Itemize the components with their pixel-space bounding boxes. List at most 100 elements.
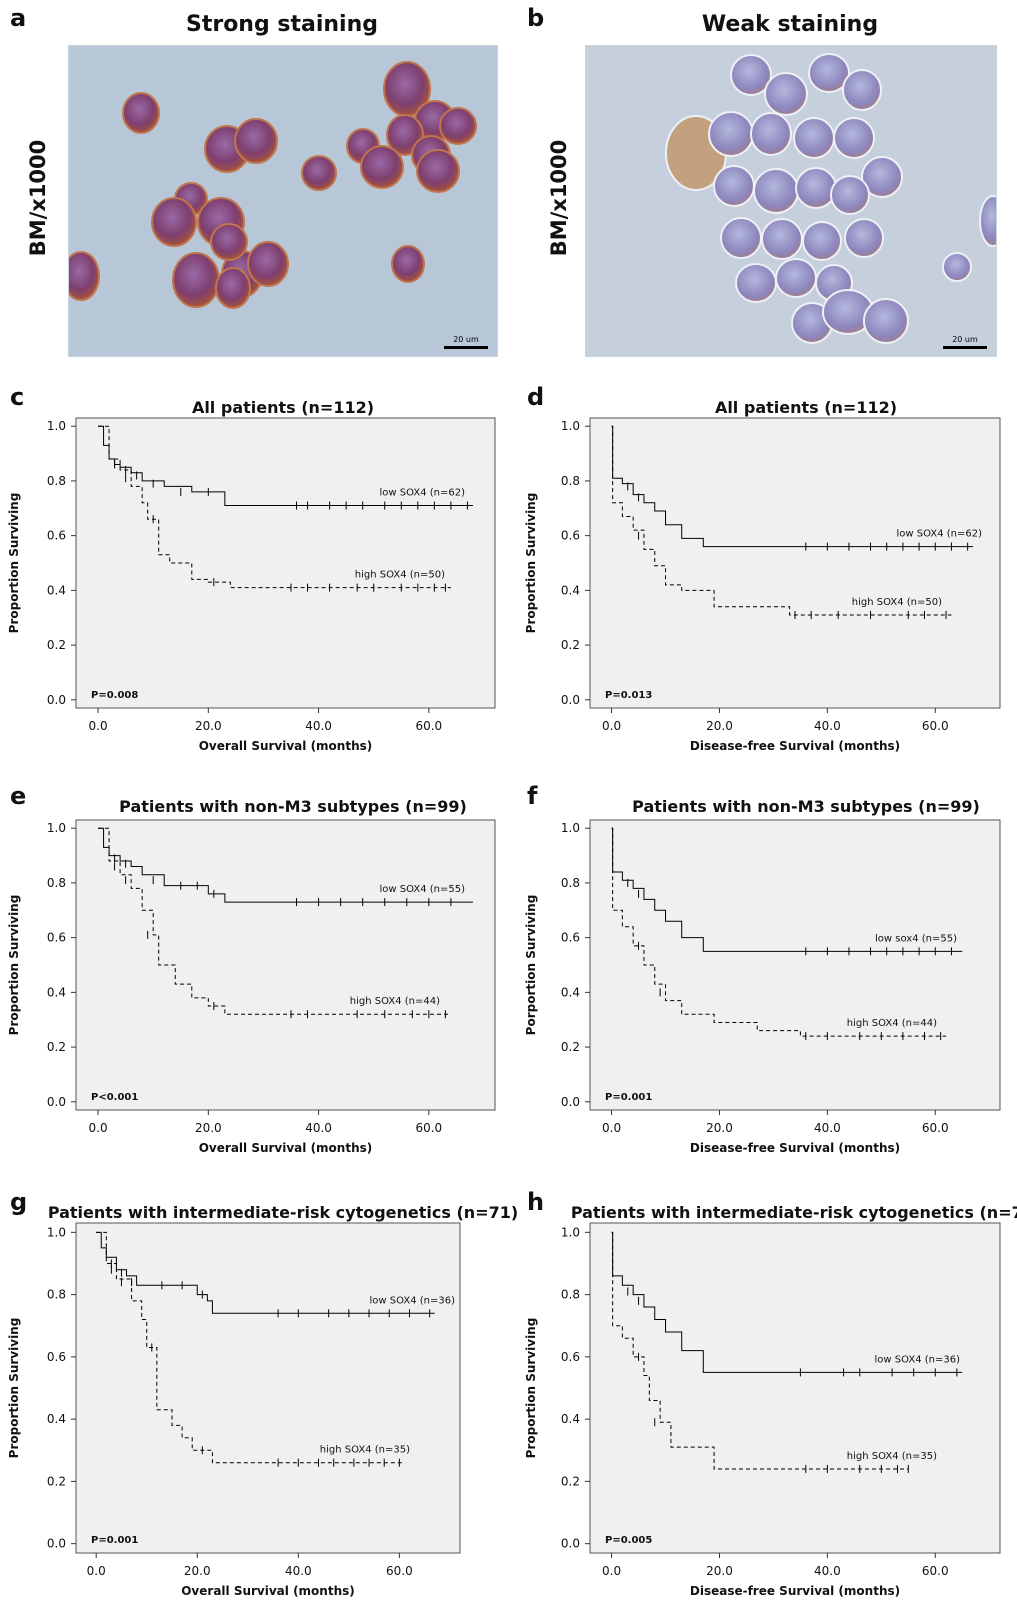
y-tick-label: 0.2 [561,1474,580,1488]
high-sox4-label: high SOX4 (n=50) [852,597,942,608]
y-axis-label: Proportion Surviving [7,1318,21,1459]
y-tick-label: 0.6 [561,931,580,945]
x-tick-label: 0.0 [87,1564,106,1578]
micrograph-image-a: 20 um [68,45,498,357]
x-axis-label: Overall Survival (months) [199,739,373,753]
panel-letter: g [10,1188,27,1216]
plot-area [589,1222,1001,1554]
micrograph-image-b: 20 um [585,45,997,357]
y-tick-label: 1.0 [561,419,580,433]
x-axis-label: Overall Survival (months) [199,1141,373,1155]
x-tick-label: 60.0 [922,1564,949,1578]
high-sox4-curve [98,827,451,1015]
micrograph-side-label-b: BM/x1000 [547,139,571,257]
plot-area [589,819,1001,1111]
x-tick-label: 0.0 [602,1564,621,1578]
y-tick-label: 0.8 [47,1288,66,1302]
x-tick-label: 20.0 [706,719,733,733]
km-chart-e: e Patients with non-M3 subtypes (n=99) 0.0… [7,782,496,1155]
y-tick-label: 0.0 [561,1537,580,1551]
p-value: P=0.005 [605,1535,652,1546]
high-sox4-curve [611,827,947,1037]
x-tick-label: 20.0 [195,1121,222,1135]
y-tick-label: 0.8 [561,1288,580,1302]
y-tick-label: 0.4 [561,1412,580,1426]
y-tick-label: 0.0 [47,1537,66,1551]
high-sox4-curve [611,1231,909,1470]
y-tick-label: 0.0 [561,693,580,707]
x-tick-label: 20.0 [706,1564,733,1578]
panel-letter-b: b [527,4,545,32]
x-tick-label: 60.0 [415,1121,442,1135]
y-tick-label: 0.6 [47,931,66,945]
x-tick-label: 0.0 [89,719,108,733]
p-value: P=0.008 [91,690,138,701]
low-sox4-curve [611,1231,963,1373]
y-tick-label: 0.6 [47,529,66,543]
chart-title: Patients with intermediate-risk cytogene… [48,1203,518,1222]
x-tick-label: 60.0 [922,719,949,733]
y-tick-label: 0.6 [47,1350,66,1364]
x-tick-label: 60.0 [386,1564,413,1578]
chart-title: Patients with intermediate-risk cytogene… [571,1203,1017,1222]
plot-area [75,417,496,709]
y-tick-label: 0.6 [561,529,580,543]
panel-letter: d [527,383,544,411]
x-tick-label: 20.0 [195,719,222,733]
km-chart-d: d All patients (n=112) 0.0 0.2 0.4 0.6 0.8 1.0 0… [524,383,1001,753]
y-tick-label: 0.0 [561,1095,580,1109]
panel-letter: h [527,1188,544,1216]
y-tick-label: 1.0 [47,419,66,433]
panel-letter-a: a [10,4,27,32]
y-tick-label: 0.2 [561,638,580,652]
chart-title: All patients (n=112) [715,398,897,417]
x-tick-label: 20.0 [706,1121,733,1135]
y-tick-label: 0.8 [561,876,580,890]
micrograph-side-label-a: BM/x1000 [26,139,50,257]
p-value: P=0.001 [605,1092,652,1103]
x-tick-label: 40.0 [814,1121,841,1135]
high-sox4-label: high SOX4 (n=50) [355,570,445,581]
km-chart-h: h Patients with intermediate-risk cytogen… [524,1188,1017,1598]
chart-title: Patients with non-M3 subtypes (n=99) [632,797,980,816]
low-sox4-label: low sox4 (n=55) [875,933,957,944]
y-tick-label: 0.4 [561,985,580,999]
y-axis-label: Proportion Surviving [524,1318,538,1459]
micrograph-title-a: Strong staining [185,12,378,37]
high-sox4-label: high SOX4 (n=44) [350,996,440,1007]
chart-title: Patients with non-M3 subtypes (n=99) [119,797,467,816]
y-tick-label: 1.0 [561,1225,580,1239]
x-tick-label: 40.0 [285,1564,312,1578]
scale-bar-label-a: 20 um [453,335,479,344]
x-tick-label: 60.0 [415,719,442,733]
x-tick-label: 40.0 [305,719,332,733]
y-tick-label: 0.4 [561,583,580,597]
x-tick-label: 60.0 [922,1121,949,1135]
low-sox4-label: low SOX4 (n=55) [380,884,466,895]
x-tick-label: 20.0 [184,1564,211,1578]
x-tick-label: 40.0 [305,1121,332,1135]
km-chart-f: f Patients with non-M3 subtypes (n=99) 0.0… [524,782,1001,1155]
y-tick-label: 0.2 [47,1474,66,1488]
low-sox4-curve [96,1231,435,1314]
panel-letter: f [527,782,538,810]
plot-area [589,417,1001,709]
x-tick-label: 0.0 [89,1121,108,1135]
high-sox4-curve [611,425,952,616]
low-sox4-label: low SOX4 (n=36) [370,1295,456,1306]
y-tick-label: 0.4 [47,1412,66,1426]
low-sox4-label: low SOX4 (n=36) [875,1354,961,1365]
scale-bar-label-b: 20 um [952,335,978,344]
x-tick-label: 0.0 [602,719,621,733]
plot-area [75,1222,461,1554]
x-axis-label: Disease-free Survival (months) [690,739,900,753]
plot-area [75,819,496,1111]
low-sox4-curve [611,425,974,548]
y-tick-label: 0.0 [47,1095,66,1109]
y-tick-label: 0.0 [47,693,66,707]
x-tick-label: 40.0 [814,1564,841,1578]
y-axis-label: Porportion Surviving [524,895,538,1036]
p-value: P=0.013 [605,690,652,701]
high-sox4-label: high SOX4 (n=35) [320,1445,410,1456]
y-tick-label: 0.8 [47,876,66,890]
